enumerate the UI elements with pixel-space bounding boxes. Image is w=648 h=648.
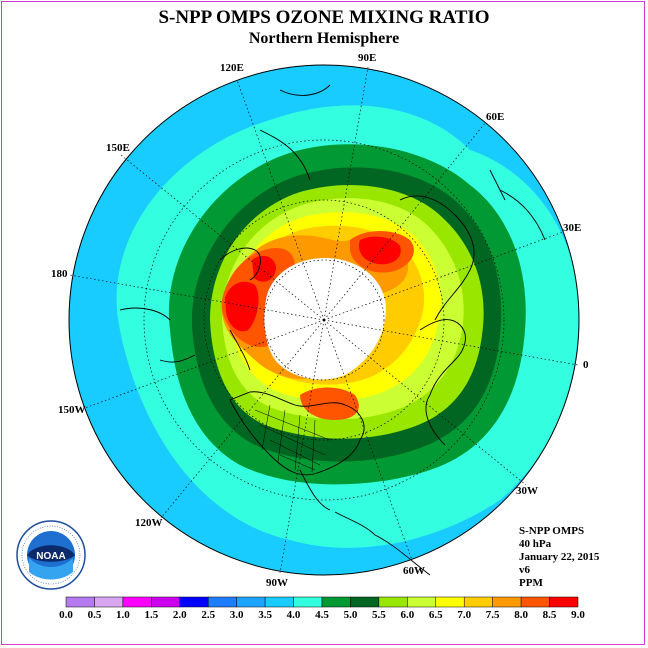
colorbar-tick-label: 0.0: [59, 609, 73, 621]
colorbar-swatch: [151, 596, 181, 608]
colorbar-swatch: [549, 596, 579, 608]
band-8-0c: [358, 236, 401, 265]
colorbar-tick-label: 1.0: [116, 609, 130, 621]
lon-label-180: 180: [51, 268, 68, 280]
page-subtitle: Northern Hemisphere: [248, 30, 400, 47]
colorbar-swatch: [378, 596, 408, 608]
colorbar-swatch: [520, 596, 550, 608]
colorbar-tick-label: 8.0: [514, 609, 528, 621]
product-version: v6: [519, 564, 530, 576]
lon-label-90w: 90W: [266, 577, 288, 589]
observation-date: January 22, 2015: [519, 551, 600, 563]
colorbar-swatch: [463, 596, 493, 608]
colorbar-swatch: [407, 596, 437, 608]
colorbar-tick-label: 6.0: [400, 609, 415, 621]
polar-no-data: [264, 258, 386, 380]
instrument-label: S-NPP OMPS: [519, 525, 585, 537]
pressure-level: 40 hPa: [519, 538, 552, 550]
units-label: PPM: [519, 577, 543, 589]
colorbar-swatch: [236, 596, 266, 608]
band-8-0: [225, 281, 259, 332]
lon-label-150w: 150W: [58, 404, 86, 416]
band-8-0b: [252, 255, 276, 282]
colorbar-tick-label: 3.5: [258, 609, 272, 621]
band-7-5c: [300, 387, 359, 420]
noaa-logo: NOAA: [16, 520, 86, 590]
colorbar-swatch: [293, 596, 323, 608]
product-info: S-NPP OMPS 40 hPa January 22, 2015 v6 PP…: [519, 525, 599, 590]
colorbar-tick-label: 1.5: [144, 609, 159, 621]
colorbar-tick-label: 7.0: [457, 609, 472, 621]
lon-label-90e: 90E: [358, 52, 377, 64]
colorbar-tick-label: 6.5: [428, 609, 443, 621]
lon-label-120w: 120W: [135, 517, 163, 529]
colorbar-swatch: [350, 596, 380, 608]
colorbar-tick-label: 5.5: [372, 609, 386, 621]
colorbar-swatch: [492, 596, 522, 608]
lon-label-150e: 150E: [106, 142, 130, 154]
colorbar-tick-label: 5.0: [343, 609, 358, 621]
lon-label-0: 0: [583, 359, 589, 371]
colorbar-tick-label: 8.5: [542, 609, 557, 621]
colorbar-swatch: [179, 596, 209, 608]
colorbar-tick-label: 2.5: [201, 609, 216, 621]
logo-text: NOAA: [36, 551, 65, 562]
lon-label-120e: 120E: [220, 62, 244, 74]
lon-label-30e: 30E: [563, 222, 582, 234]
colorbar-swatch: [65, 596, 95, 608]
colorbar-tick-label: 9.0: [571, 609, 585, 621]
page-title: S-NPP OMPS OZONE MIXING RATIO: [158, 7, 490, 28]
map-border: [68, 64, 580, 576]
colorbar-swatch: [321, 596, 351, 608]
us-states: [254, 404, 331, 473]
graticule: [69, 66, 579, 574]
coastlines: [119, 84, 546, 576]
colorbar-tick-label: 3.0: [229, 609, 244, 621]
colorbar-swatch: [122, 596, 152, 608]
lon-label-60w: 60W: [403, 565, 425, 577]
colorbar-tick-label: 0.5: [87, 609, 102, 621]
colorbar-tick-label: 4.0: [286, 609, 301, 621]
colorbar-tick-label: 7.5: [485, 609, 500, 621]
colorbar-swatch: [264, 596, 294, 608]
colorbar-swatch: [207, 596, 237, 608]
lon-label-30w: 30W: [516, 485, 538, 497]
lon-label-60e: 60E: [486, 111, 505, 123]
colorbar-tick-label: 4.5: [315, 609, 329, 621]
colorbar-swatch: [94, 596, 124, 608]
colorbar-tick-label: 2.0: [172, 609, 187, 621]
colorbar-swatch: [435, 596, 465, 608]
